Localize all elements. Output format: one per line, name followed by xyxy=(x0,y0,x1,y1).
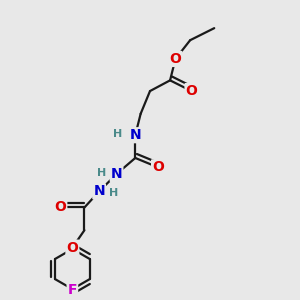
Text: O: O xyxy=(185,84,197,98)
Text: O: O xyxy=(66,241,78,255)
Text: H: H xyxy=(97,168,106,178)
Text: O: O xyxy=(54,200,66,214)
Text: H: H xyxy=(109,188,119,198)
Text: O: O xyxy=(152,160,164,174)
Text: N: N xyxy=(111,167,122,181)
Text: H: H xyxy=(113,129,122,139)
Text: O: O xyxy=(169,52,181,66)
Text: N: N xyxy=(130,128,141,142)
Text: N: N xyxy=(93,184,105,198)
Text: F: F xyxy=(68,284,77,298)
